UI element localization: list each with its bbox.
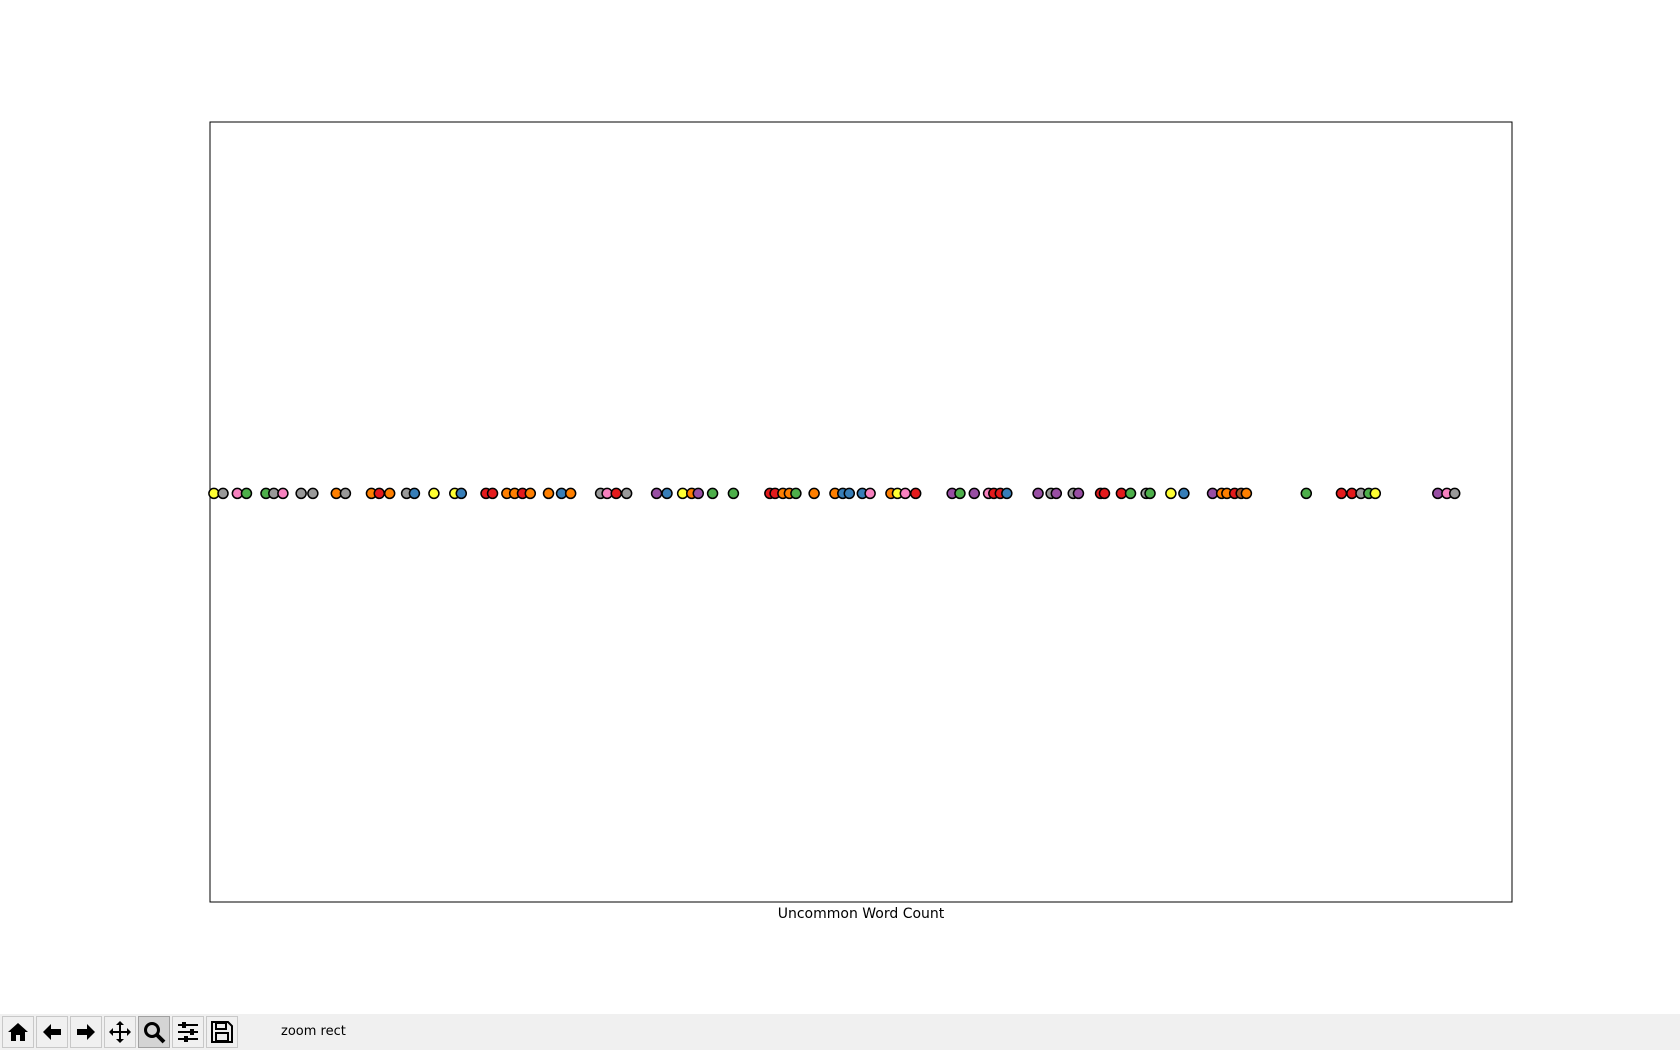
save-button[interactable] — [206, 1016, 238, 1048]
scatter-point — [661, 487, 673, 500]
forward-button[interactable] — [70, 1016, 102, 1048]
scatter-point — [790, 487, 802, 500]
scatter-point — [1032, 487, 1044, 500]
scatter-point — [408, 487, 421, 500]
scatter-point — [1240, 487, 1253, 500]
scatter-point — [864, 487, 876, 500]
scatter-point — [1098, 487, 1111, 500]
pan-button[interactable] — [104, 1016, 136, 1048]
scatter-point — [383, 487, 396, 500]
zoom-button[interactable] — [138, 1016, 170, 1048]
scatter-point — [692, 487, 704, 500]
scatter-point — [486, 487, 499, 500]
scatter-point — [954, 487, 966, 500]
scatter-point — [307, 487, 319, 500]
scatter-point — [610, 487, 622, 500]
scatter-point — [240, 487, 253, 500]
back-button[interactable] — [36, 1016, 68, 1048]
scatter-point — [1124, 487, 1137, 500]
scatter-point — [339, 487, 352, 500]
axes-frame — [209, 121, 1513, 903]
status-text: zoom rect — [281, 1024, 346, 1039]
scatter-point — [909, 487, 922, 500]
figure: Uncommon Word Count — [208, 121, 1513, 922]
scatter-point — [727, 487, 740, 500]
scatter-point — [1165, 487, 1177, 500]
scatter-point — [650, 487, 663, 500]
configure-button[interactable] — [172, 1016, 204, 1048]
scatter-point — [1300, 487, 1313, 500]
scatter-point — [968, 487, 981, 500]
scatter-point — [1448, 487, 1461, 500]
scatter-point — [277, 487, 289, 500]
scatter-point — [524, 487, 537, 500]
scatter-point — [455, 487, 468, 500]
scatter-point — [373, 487, 386, 500]
scatter-point — [295, 487, 307, 500]
scatter-point — [1144, 487, 1156, 500]
scatter-point — [428, 487, 440, 500]
scatter-point — [564, 487, 577, 500]
scatter-point — [1178, 487, 1190, 500]
toolbar: zoom rect — [0, 1014, 1680, 1050]
scatter-point — [1001, 487, 1013, 500]
scatter-point — [1369, 487, 1382, 500]
scatter-point — [217, 487, 229, 500]
scatter-point — [843, 487, 856, 500]
scatter-point — [808, 487, 820, 500]
scatter-point — [542, 487, 555, 500]
scatter-point — [899, 487, 912, 500]
scatter-point — [620, 487, 633, 500]
scatter-point — [1072, 487, 1085, 500]
scatter-point — [1335, 487, 1348, 500]
x-axis-label: Uncommon Word Count — [778, 906, 945, 922]
home-button[interactable] — [2, 1016, 34, 1048]
scatter-point — [1050, 487, 1063, 500]
scatter-point — [706, 487, 719, 500]
